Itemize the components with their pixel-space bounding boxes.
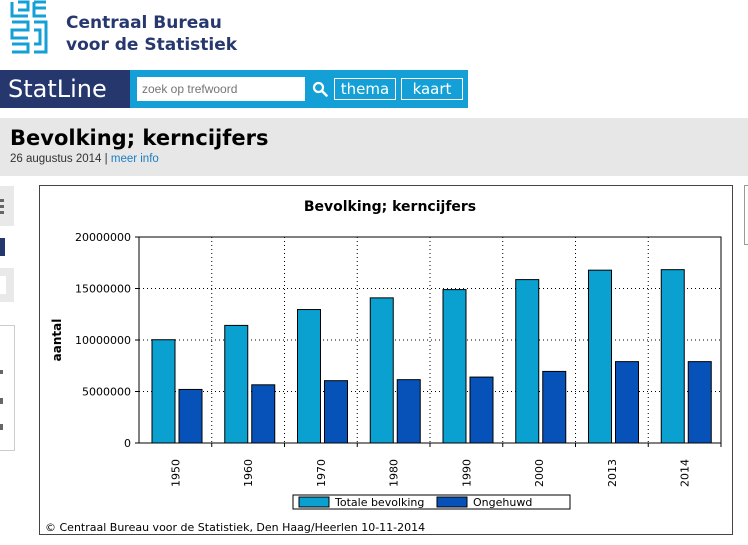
map-view-tab[interactable]: [0, 268, 14, 302]
bar-totale-bevolking: [224, 324, 249, 444]
cbs-logo-icon: [10, 0, 48, 54]
thema-button[interactable]: thema: [334, 78, 396, 100]
y-tick-label: 20000000: [75, 231, 131, 244]
page-title: Bevolking; kerncijfers: [10, 126, 269, 150]
separator: |: [104, 153, 108, 165]
search-icon[interactable]: [312, 81, 328, 97]
x-tick-label: 1990: [460, 459, 473, 487]
bar-ongehuwd: [396, 379, 421, 444]
cbs-logo[interactable]: Centraal Bureau voor de Statistiek: [8, 0, 237, 58]
y-axis-label: aantal: [50, 319, 64, 362]
chart-view-tab[interactable]: [0, 228, 14, 266]
y-tick-label: 10000000: [75, 334, 131, 347]
bar-ongehuwd: [251, 384, 276, 444]
bar-totale-bevolking: [442, 289, 467, 444]
bar-totale-bevolking: [660, 269, 685, 444]
plot-frame: [138, 236, 722, 444]
y-tick-label: 0: [124, 437, 131, 450]
x-tick-label: 2014: [679, 459, 692, 487]
right-panel-edge: [744, 185, 748, 245]
org-name-line2: voor de Statistiek: [66, 35, 238, 55]
bar-totale-bevolking: [297, 309, 321, 444]
legend-label: Ongehuwd: [473, 496, 532, 509]
legend: Totale bevolking Ongehuwd: [292, 494, 571, 510]
legend-label: Totale bevolking: [334, 496, 424, 509]
map-icon: [0, 276, 6, 294]
legend-swatch: [436, 496, 468, 508]
table-view-tab[interactable]: [0, 186, 14, 226]
publication-date: 26 augustus 2014: [10, 153, 102, 165]
bar-chart-icon: [0, 238, 5, 256]
axes: [138, 236, 722, 444]
subtitle: 26 augustus 2014 | meer info: [10, 153, 159, 165]
x-tick-label: 1960: [242, 459, 255, 487]
bar-totale-bevolking: [588, 269, 612, 444]
legend-swatch: [298, 496, 330, 508]
options-panel[interactable]: [0, 325, 15, 451]
x-axis-ticks: 1950 1960 1970 1980 1990 2000 2013 2014: [169, 443, 722, 487]
kaart-button[interactable]: kaart: [401, 78, 463, 100]
list-icon: [0, 199, 4, 214]
y-tick-label: 5000000: [82, 386, 131, 399]
x-tick-label: 1970: [315, 459, 328, 487]
org-name-line1: Centraal Bureau: [66, 13, 222, 33]
bar-totale-bevolking: [369, 297, 394, 444]
x-tick-label: 1950: [169, 459, 182, 487]
bar-ongehuwd: [687, 361, 712, 444]
options-icon: [0, 370, 3, 430]
bar-ongehuwd: [324, 380, 348, 444]
bars: [151, 269, 712, 444]
title-bar: [0, 118, 748, 176]
legend-box: [292, 494, 571, 510]
chart-container: Bevolking; kerncijfers aantal 0 5000000 10…: [39, 185, 733, 535]
bar-totale-bevolking: [515, 279, 540, 444]
org-name: Centraal Bureau voor de Statistiek: [66, 12, 237, 56]
x-tick-label: 2013: [606, 459, 619, 487]
x-tick-label: 1980: [388, 459, 401, 487]
statline-home-link[interactable]: StatLine: [0, 70, 130, 108]
chart-title: Bevolking; kerncijfers: [304, 199, 476, 215]
search-input[interactable]: [137, 77, 305, 101]
bar-ongehuwd: [469, 376, 494, 444]
y-axis-ticks: 0 5000000 10000000 15000000 20000000: [75, 231, 139, 450]
bar-ongehuwd: [615, 361, 639, 444]
copyright-footer: © Centraal Bureau voor de Statistiek, De…: [45, 521, 425, 534]
more-info-link[interactable]: meer info: [110, 153, 159, 165]
x-tick-label: 2000: [533, 459, 546, 487]
bar-ongehuwd: [178, 388, 203, 444]
bar-totale-bevolking: [151, 339, 176, 444]
bar-chart: Bevolking; kerncijfers aantal 0 5000000 10…: [45, 199, 722, 534]
y-tick-label: 15000000: [75, 283, 131, 296]
bar-ongehuwd: [542, 370, 567, 444]
